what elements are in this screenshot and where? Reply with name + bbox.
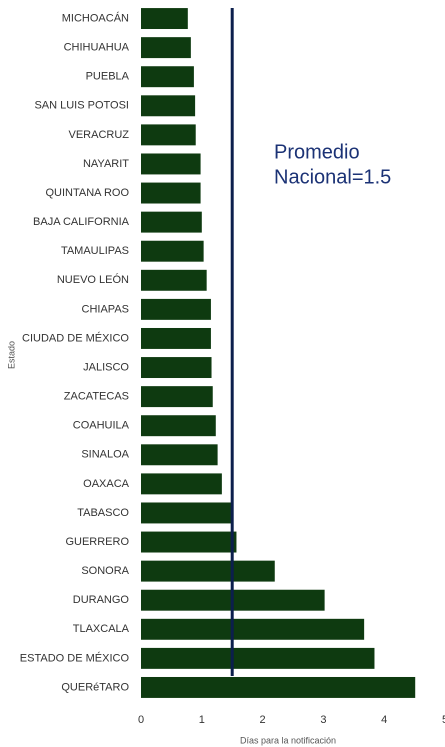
- bar: [141, 37, 191, 59]
- bar: [141, 124, 196, 146]
- x-tick-label: 0: [138, 714, 144, 726]
- y-tick-label: MICHOACÁN: [62, 11, 129, 24]
- y-tick-label: VERACRUZ: [68, 129, 129, 141]
- x-tick-label: 2: [260, 714, 266, 726]
- bar: [141, 182, 201, 204]
- x-tick-label: 1: [199, 714, 205, 726]
- y-tick-label: NUEVO LEÓN: [57, 273, 129, 286]
- y-tick-label: CIUDAD DE MÉXICO: [22, 331, 129, 344]
- y-tick-label: ZACATECAS: [64, 391, 129, 403]
- bar: [141, 386, 213, 408]
- bar: [141, 298, 211, 320]
- y-tick-label: TLAXCALA: [73, 623, 130, 635]
- x-axis-label: Días para la notificación: [240, 735, 336, 745]
- y-tick-label: ESTADO DE MÉXICO: [20, 651, 130, 664]
- y-tick-label: TAMAULIPAS: [61, 245, 129, 257]
- bar: [141, 415, 216, 437]
- bar: [141, 8, 188, 30]
- y-tick-label: TABASCO: [77, 507, 129, 519]
- y-tick-label: CHIAPAS: [82, 303, 129, 315]
- y-tick-label: COAHUILA: [73, 420, 130, 432]
- y-tick-label: SINALOA: [81, 449, 129, 461]
- bar: [141, 647, 375, 669]
- bar: [141, 327, 211, 349]
- annotation: Nacional=1.5: [274, 166, 391, 188]
- annotation: Promedio: [274, 141, 360, 163]
- bar: [141, 95, 196, 117]
- y-tick-label: DURANGO: [73, 594, 130, 606]
- bar: [141, 502, 231, 524]
- y-tick-label: GUERRERO: [65, 536, 129, 548]
- y-tick-label: CHIHUAHUA: [64, 42, 130, 54]
- y-tick-label: QUINTANA ROO: [45, 187, 129, 199]
- bar: [141, 618, 365, 640]
- bar: [141, 531, 237, 553]
- bar: [141, 211, 202, 233]
- y-tick-label: BAJA CALIFORNIA: [33, 216, 130, 228]
- x-tick-label: 3: [320, 714, 326, 726]
- y-tick-label: QUERéTARO: [61, 681, 129, 693]
- bar: [141, 153, 201, 175]
- x-tick-label: 4: [381, 714, 387, 726]
- y-tick-label: SAN LUIS POTOSI: [34, 100, 129, 112]
- y-tick-label: PUEBLA: [86, 71, 130, 83]
- bar: [141, 269, 207, 291]
- y-tick-label: NAYARIT: [83, 158, 129, 170]
- bar: [141, 676, 416, 698]
- bar: [141, 240, 204, 262]
- bar: [141, 66, 194, 88]
- y-axis-label: Estado: [6, 341, 16, 369]
- bar: [141, 560, 275, 582]
- x-tick-label: 5: [442, 714, 445, 726]
- bar: [141, 357, 212, 379]
- y-tick-label: SONORA: [81, 565, 129, 577]
- bar: [141, 473, 222, 495]
- y-tick-label: JALISCO: [83, 361, 129, 373]
- bar: [141, 444, 218, 466]
- y-tick-label: OAXACA: [83, 478, 130, 490]
